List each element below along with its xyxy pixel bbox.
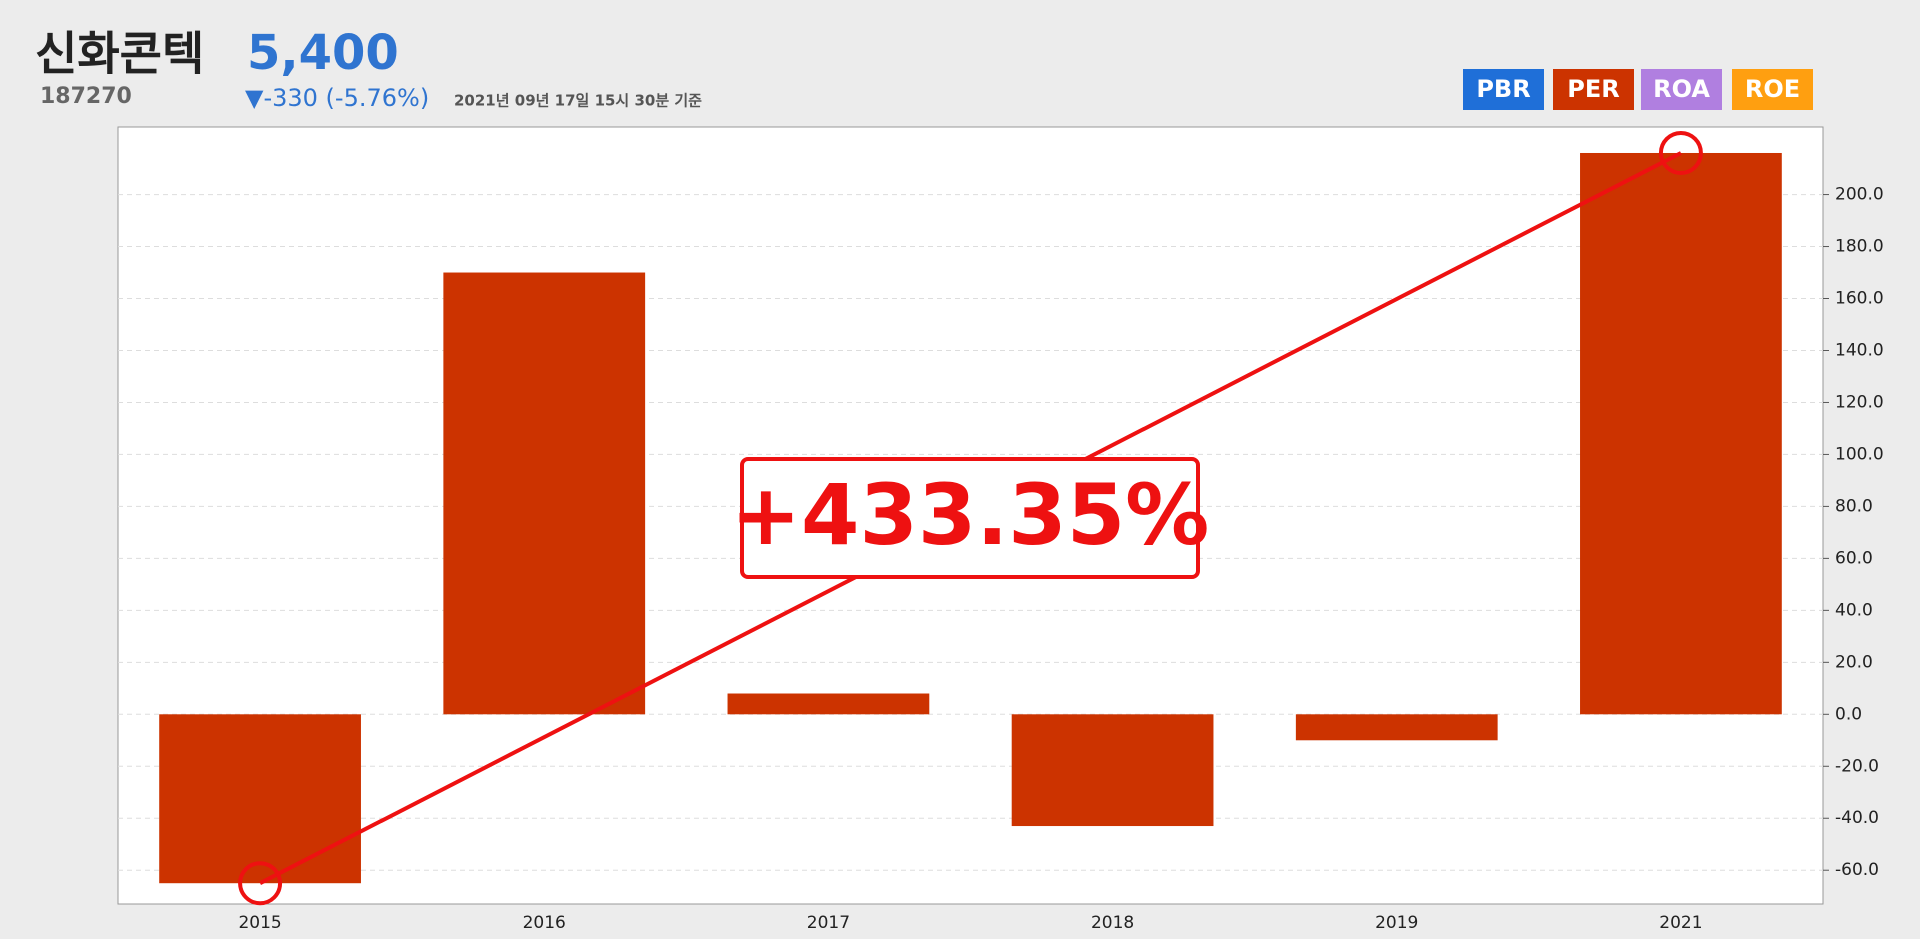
x-tick-label: 2021	[1659, 913, 1702, 933]
timestamp: 2021년 09년 17일 15시 30분 기준	[454, 92, 702, 110]
price-change: ▼-330 (-5.76%)	[245, 84, 429, 112]
y-tick-label: -60.0	[1835, 860, 1879, 880]
tab-label[interactable]: ROA	[1653, 75, 1710, 103]
bar	[727, 693, 930, 715]
stock-name: 신화콘텍	[35, 27, 204, 81]
y-tick-label: -20.0	[1835, 756, 1879, 776]
y-tick-label: 180.0	[1835, 237, 1884, 257]
y-tick-label: 160.0	[1835, 289, 1884, 309]
tab-label[interactable]: PBR	[1476, 75, 1530, 103]
x-tick-label: 2017	[807, 913, 850, 933]
y-tick-label: 0.0	[1835, 704, 1862, 724]
bar	[1580, 152, 1782, 715]
x-tick-label: 2019	[1375, 913, 1418, 933]
x-tick-label: 2018	[1091, 913, 1134, 933]
change-start	[238, 861, 283, 906]
annotation-text: +433.35%	[731, 466, 1210, 564]
price: 5,400	[247, 25, 399, 81]
bar	[443, 272, 646, 715]
y-tick-label: 40.0	[1835, 600, 1873, 620]
tab-button[interactable]	[1732, 69, 1813, 110]
tab-label[interactable]: ROE	[1745, 75, 1800, 103]
bar	[1295, 714, 1498, 741]
bar	[159, 714, 361, 884]
x-tick-label: 2016	[523, 913, 566, 933]
y-tick-label: 100.0	[1835, 444, 1884, 464]
change-end	[1658, 130, 1703, 175]
tab-button[interactable]	[1641, 69, 1722, 110]
y-tick-label: 80.0	[1835, 496, 1873, 516]
tab-button[interactable]	[1553, 69, 1634, 110]
y-tick-label: 120.0	[1835, 392, 1884, 412]
y-tick-label: 60.0	[1835, 548, 1873, 568]
x-tick-label: 2015	[238, 913, 281, 933]
y-tick-label: 140.0	[1835, 340, 1884, 360]
tab-button[interactable]	[1463, 69, 1544, 110]
stock-code: 187270	[40, 84, 132, 109]
y-tick-label: 200.0	[1835, 185, 1884, 205]
annotation-box	[740, 457, 1200, 579]
bar	[1011, 714, 1214, 827]
y-tick-label: -40.0	[1835, 808, 1879, 828]
y-tick-label: 20.0	[1835, 652, 1873, 672]
tab-label[interactable]: PER	[1567, 75, 1619, 103]
